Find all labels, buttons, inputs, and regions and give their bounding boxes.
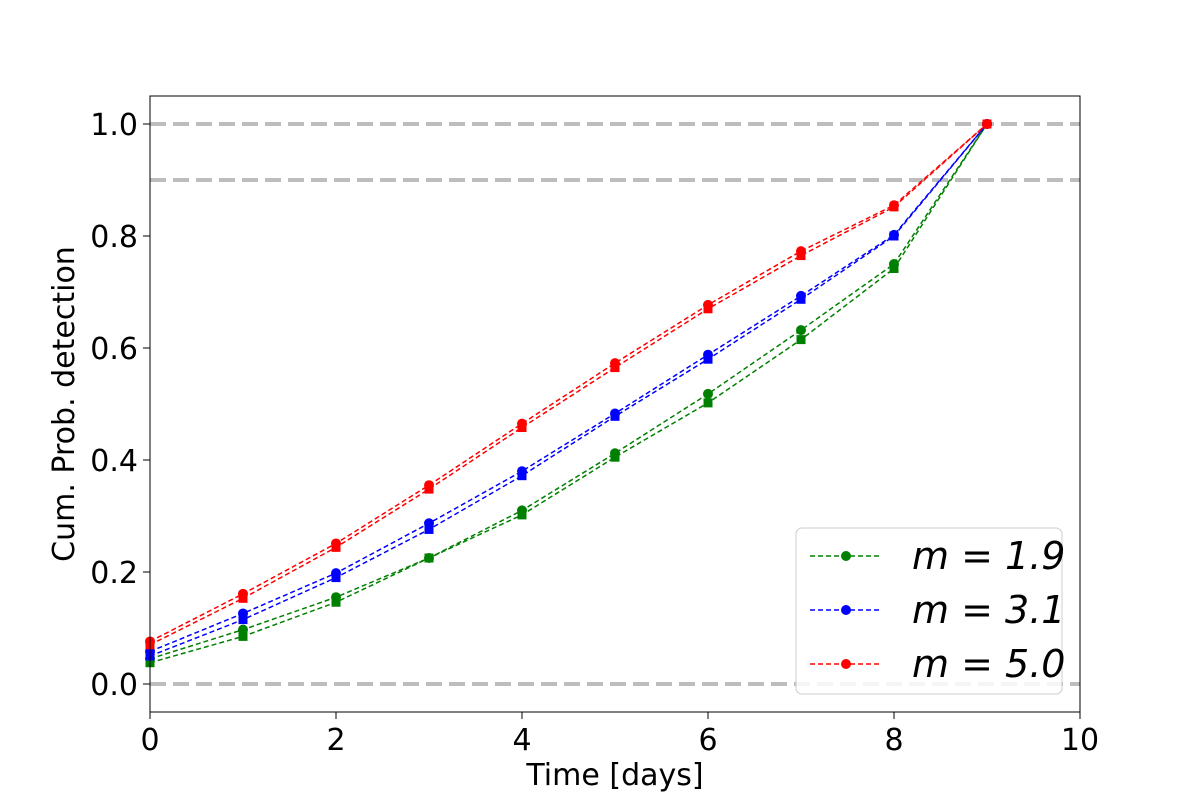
data-point xyxy=(331,542,341,552)
data-point xyxy=(238,631,248,641)
data-point xyxy=(796,325,806,336)
legend-label: m = 1.9 xyxy=(912,534,1065,578)
data-point xyxy=(796,294,806,304)
series-path xyxy=(149,123,988,664)
y-axis: 0.0 0.2 0.4 0.6 0.8 1.0 xyxy=(90,108,150,703)
data-point xyxy=(331,573,341,583)
data-point xyxy=(517,510,527,520)
data-point xyxy=(703,354,713,364)
series-layer xyxy=(145,119,992,668)
legend-swatch-marker xyxy=(841,551,851,561)
data-point xyxy=(331,597,341,607)
data-point xyxy=(610,452,620,462)
data-point xyxy=(238,593,248,603)
legend-swatch-marker xyxy=(841,605,851,615)
x-tick-label: 10 xyxy=(1061,723,1099,758)
x-tick-label: 8 xyxy=(884,723,903,758)
data-point xyxy=(238,615,248,625)
data-point xyxy=(424,553,434,563)
series-path xyxy=(149,123,988,653)
data-point xyxy=(889,263,899,273)
series-path xyxy=(149,123,988,660)
x-tick-label: 2 xyxy=(326,723,345,758)
y-tick-label: 0.4 xyxy=(90,444,138,479)
data-point xyxy=(703,388,713,399)
legend-box xyxy=(795,527,1063,695)
y-axis-label: Cum. Prob. detection xyxy=(47,246,82,562)
x-tick-label: 0 xyxy=(140,723,159,758)
data-point xyxy=(703,398,713,408)
data-point xyxy=(517,423,527,433)
data-point xyxy=(610,411,620,421)
y-tick-label: 0.2 xyxy=(90,556,138,591)
data-point xyxy=(424,524,434,534)
legend: m = 1.9 m = 3.1 m = 5.0 xyxy=(795,527,1065,695)
y-tick-label: 0.0 xyxy=(90,668,138,703)
data-point xyxy=(889,202,899,212)
x-axis: 0 2 4 6 8 10 xyxy=(140,712,1099,758)
y-tick-label: 0.6 xyxy=(90,332,138,367)
legend-label: m = 3.1 xyxy=(912,588,1065,632)
plot-frame xyxy=(149,95,1081,713)
x-axis-label: Time [days] xyxy=(525,758,703,793)
y-tick-label: 0.8 xyxy=(90,220,138,255)
y-tick-label: 1.0 xyxy=(90,108,138,143)
data-point xyxy=(517,471,527,481)
data-point xyxy=(610,363,620,373)
x-tick-label: 6 xyxy=(698,723,717,758)
data-point xyxy=(703,304,713,314)
series-path xyxy=(149,123,988,657)
series-path xyxy=(149,123,988,643)
data-point xyxy=(796,335,806,345)
series-path xyxy=(149,123,988,646)
x-tick-label: 4 xyxy=(512,723,531,758)
data-point xyxy=(424,484,434,494)
data-point xyxy=(889,231,899,241)
legend-swatch-marker xyxy=(841,659,851,669)
data-point xyxy=(982,119,992,129)
data-point xyxy=(796,251,806,261)
legend-label: m = 5.0 xyxy=(912,642,1065,686)
